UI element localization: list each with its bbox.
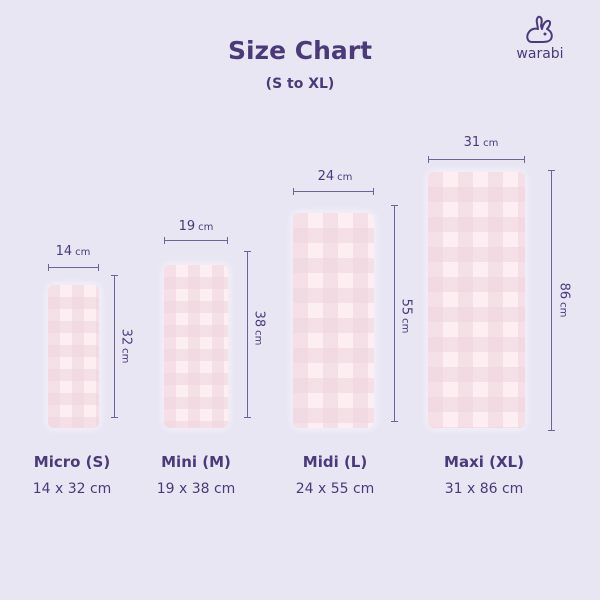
width-line-micro — [48, 264, 99, 271]
height-line-midi — [391, 205, 398, 422]
size-dims-maxi: 31 x 86 cm — [444, 481, 524, 497]
pad-midi — [293, 213, 374, 428]
size-name-midi: Midi (L) — [302, 453, 368, 471]
brand-name: warabi — [516, 46, 564, 62]
size-name-maxi: Maxi (XL) — [444, 453, 524, 471]
height-line-maxi — [548, 170, 555, 431]
page-subtitle: (S to XL) — [265, 76, 335, 92]
height-line-mini — [244, 251, 251, 418]
size-dims-midi: 24 x 55 cm — [295, 481, 375, 497]
size-name-mini: Mini (M) — [161, 453, 231, 471]
height-label-maxi: 86cm — [556, 282, 572, 318]
rabbit-icon — [526, 15, 553, 43]
width-label-mini: 19 cm — [178, 219, 214, 234]
width-label-micro: 14 cm — [55, 244, 91, 259]
page-title: Size Chart — [227, 36, 373, 65]
height-label-mini: 38cm — [251, 310, 267, 346]
width-line-maxi — [428, 156, 525, 163]
height-label-micro: 32cm — [118, 328, 134, 364]
width-line-midi — [293, 188, 374, 195]
pad-mini — [164, 265, 228, 428]
width-line-mini — [164, 237, 228, 244]
pad-maxi — [428, 172, 525, 428]
size-name-micro: Micro (S) — [33, 453, 111, 471]
size-dims-micro: 14 x 32 cm — [32, 481, 112, 497]
brand-logo: warabi — [500, 14, 580, 62]
height-label-midi: 55cm — [398, 298, 414, 334]
width-label-midi: 24 cm — [317, 169, 353, 184]
pad-micro — [48, 285, 99, 428]
size-dims-mini: 19 x 38 cm — [156, 481, 236, 497]
width-label-maxi: 31 cm — [463, 135, 499, 150]
height-line-micro — [111, 275, 118, 418]
